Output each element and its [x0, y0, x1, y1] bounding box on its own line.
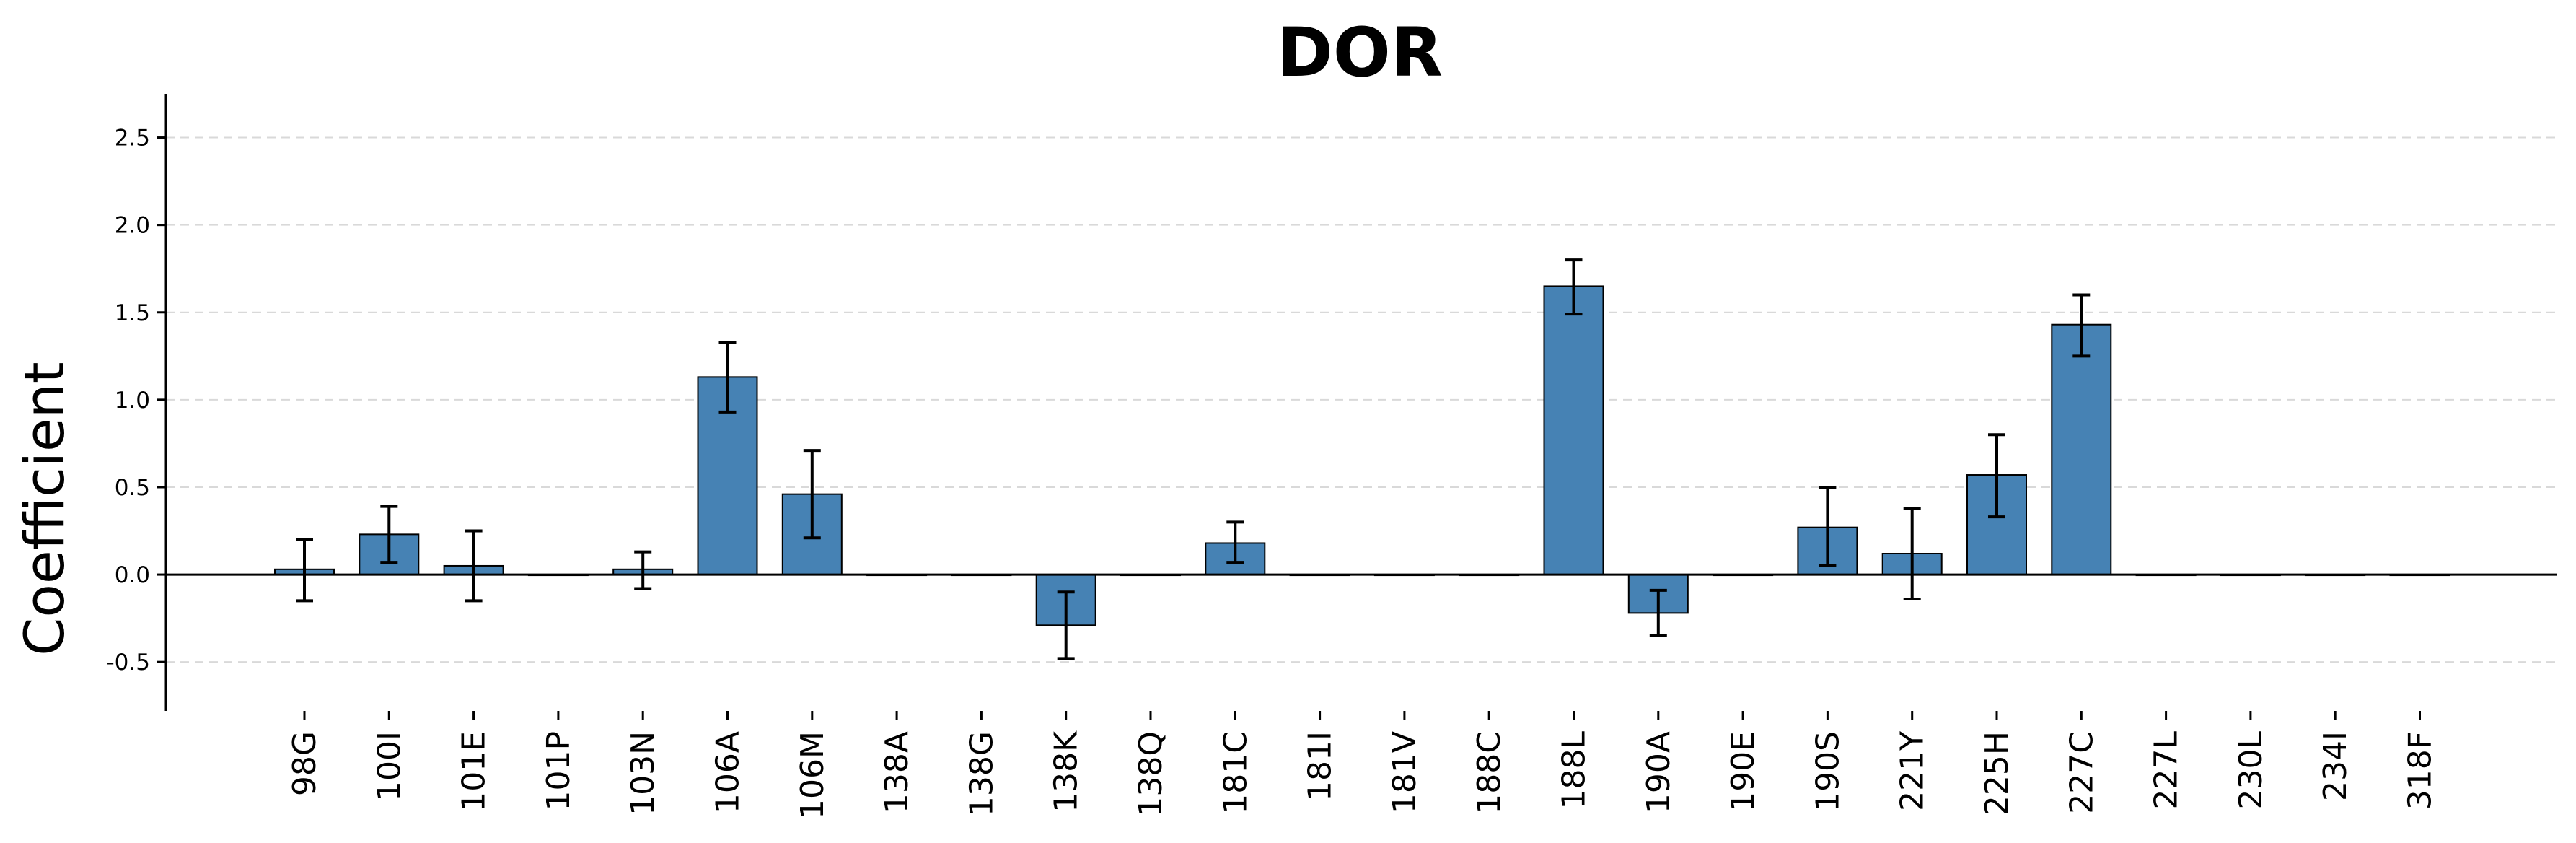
y-ticks: -0.5 0.0 0.5 1.0 1.5 2.0 2.5: [107, 126, 166, 676]
x-tick-label: 190S: [1809, 731, 1846, 812]
x-tick-label: 227L: [2148, 731, 2185, 810]
error-bars: [296, 258, 2091, 660]
axes: [164, 94, 2557, 711]
x-tick-label: 181I: [1302, 731, 1339, 801]
x-tick-label: 221Y: [1894, 731, 1931, 811]
chart-title: DOR: [1277, 14, 1443, 92]
y-tick-label: 1.0: [115, 388, 150, 414]
x-tick-label: 138K: [1048, 730, 1085, 813]
y-tick-label: 0.0: [115, 562, 150, 588]
x-tick-label: 234I: [2317, 731, 2354, 801]
x-tick-label: 138Q: [1133, 731, 1169, 817]
y-tick-label: -0.5: [107, 650, 151, 676]
x-tick-label: 190E: [1725, 731, 1762, 812]
x-tick-label: 101P: [540, 731, 577, 811]
x-tick-label: 138A: [879, 731, 915, 813]
y-tick-label: 2.0: [115, 213, 150, 239]
x-tick-label: 181C: [1217, 731, 1254, 814]
x-tick-label: 225H: [1979, 731, 2015, 816]
bar-227C: [2051, 323, 2112, 576]
x-tick-label: 188L: [1556, 731, 1593, 810]
x-tick-label: 98G: [286, 731, 323, 796]
grid-lines: [166, 136, 2557, 663]
x-tick-label: 230L: [2233, 731, 2269, 810]
x-tick-label: 318F: [2402, 731, 2439, 810]
y-tick-label: 0.5: [115, 475, 150, 501]
x-tick-label: 190A: [1640, 731, 1677, 813]
x-tick-label: 106A: [710, 731, 747, 813]
x-tick-label: 103N: [625, 731, 661, 816]
x-tick-label: 227C: [2063, 731, 2100, 814]
x-tick-label: 106M: [794, 731, 831, 819]
x-ticks: 98G 100I 101E 101P 103N 106A 106M 138A 138G 138K 1…: [286, 711, 2439, 819]
y-tick-label: 2.5: [115, 126, 150, 152]
x-tick-label: 100I: [371, 731, 408, 801]
x-tick-label: 181V: [1386, 731, 1423, 813]
bar-188L: [1543, 285, 1604, 576]
x-tick-label: 101E: [456, 731, 493, 812]
y-tick-label: 1.5: [115, 300, 150, 326]
x-tick-label: 188C: [1471, 731, 1508, 814]
y-axis-label: Coefficient: [12, 362, 76, 655]
x-tick-label: 138G: [963, 731, 1000, 816]
